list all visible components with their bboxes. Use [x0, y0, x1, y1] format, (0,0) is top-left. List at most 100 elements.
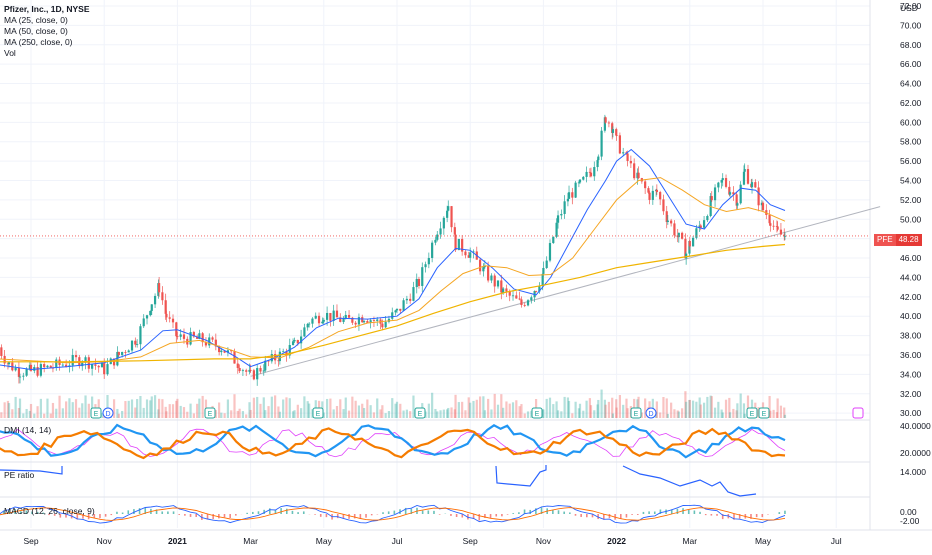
volume-bar — [88, 404, 90, 418]
price-tick-label: 54.00 — [900, 175, 922, 185]
candle-body — [128, 350, 130, 352]
candle-body — [568, 192, 570, 199]
macd-histogram-bar — [643, 512, 645, 514]
volume-bar — [358, 405, 360, 418]
candle-body — [297, 340, 299, 343]
price-axis[interactable]: 30.0032.0034.0036.0038.0040.0042.0044.00… — [900, 1, 922, 418]
volume-bar — [505, 401, 507, 418]
candle-body — [630, 161, 632, 163]
earnings-marker[interactable]: E — [747, 408, 757, 418]
price-tick-label: 68.00 — [900, 40, 922, 50]
volume-bar — [608, 402, 610, 418]
earnings-marker[interactable]: E — [91, 408, 101, 418]
marker-letter: D — [648, 411, 653, 418]
earnings-marker[interactable]: E — [759, 408, 769, 418]
earnings-marker[interactable]: E — [415, 408, 425, 418]
pe-label[interactable]: PE ratio — [4, 470, 34, 480]
volume-bar — [193, 413, 195, 418]
candle-body — [220, 351, 222, 352]
candle-body — [780, 230, 782, 235]
earnings-marker[interactable]: E — [631, 408, 641, 418]
volume-bar — [431, 393, 433, 418]
time-tick-label: Jul — [831, 536, 842, 546]
volume-bar — [692, 401, 694, 418]
volume-bar — [512, 402, 514, 418]
macd-histogram-bar — [382, 512, 384, 514]
volume-bar — [399, 404, 401, 418]
earnings-marker[interactable]: E — [532, 408, 542, 418]
macd-histogram-bar — [122, 513, 124, 514]
candle-body — [644, 181, 646, 188]
earnings-marker[interactable]: E — [313, 408, 323, 418]
candle-body — [652, 191, 654, 200]
volume-bar — [396, 402, 398, 418]
marker-letter: E — [535, 411, 540, 418]
volume-legend[interactable]: Vol — [4, 48, 16, 59]
volume-bar — [502, 408, 504, 418]
pe-line-mid — [496, 465, 546, 486]
candles — [0, 115, 786, 386]
volume-bar — [289, 398, 291, 418]
macd-histogram-bar — [507, 514, 509, 515]
ma250-legend[interactable]: MA (250, close, 0) — [4, 37, 73, 48]
volume-bar — [169, 404, 171, 418]
candle-body — [446, 211, 448, 218]
dividend-marker[interactable]: D — [103, 408, 113, 418]
volume-bar — [84, 395, 86, 418]
dmi-label[interactable]: DMI (14, 14) — [4, 425, 51, 435]
candle-body — [282, 351, 284, 352]
macd-pane[interactable]: 0.00-2.00 — [0, 505, 920, 526]
candle-body — [751, 182, 753, 187]
volume-bar — [186, 412, 188, 418]
macd-histogram-bar — [654, 512, 656, 514]
volume-bar — [725, 400, 727, 418]
ma25-legend[interactable]: MA (25, close, 0) — [4, 15, 68, 26]
volume-bar — [139, 396, 141, 418]
last-price-tag: PFE 48.28 — [874, 234, 922, 246]
candle-body — [579, 180, 581, 183]
macd-histogram-bar — [337, 514, 339, 518]
macd-tick-label: -2.00 — [900, 516, 920, 526]
volume-bar — [568, 401, 570, 418]
volume-bar — [490, 409, 492, 418]
macd-histogram-bar — [224, 514, 226, 517]
macd-label[interactable]: MACD (12, 26, close, 9) — [4, 506, 95, 516]
ma50-legend[interactable]: MA (50, close, 0) — [4, 26, 68, 37]
volume-bar — [388, 411, 390, 418]
volume-bar — [245, 414, 247, 418]
candle-body — [253, 370, 255, 379]
volume-bar — [575, 402, 577, 418]
volume-bar — [381, 405, 383, 418]
candle-body — [233, 351, 235, 363]
volume-bar — [26, 409, 28, 418]
candle-body — [421, 267, 423, 286]
price-tick-label: 42.00 — [900, 292, 922, 302]
candle-body — [363, 321, 365, 322]
macd-histogram-bar — [269, 508, 271, 514]
candle-body — [279, 352, 281, 361]
symbol-title[interactable]: Pfizer, Inc., 1D, NYSE — [4, 4, 90, 15]
volume-bar — [176, 399, 178, 418]
dividend-marker[interactable]: D — [646, 408, 656, 418]
price-tag-value: 48.28 — [896, 234, 922, 246]
macd-histogram-bar — [314, 514, 316, 515]
volume-bar — [711, 396, 713, 418]
volume-bar — [626, 408, 628, 418]
earnings-marker[interactable]: E — [205, 408, 215, 418]
pe-pane[interactable]: 14.000 — [0, 465, 926, 496]
macd-histogram-bar — [648, 511, 650, 514]
volume-bar — [706, 397, 708, 418]
macd-histogram-bar — [326, 514, 328, 517]
trendline-layer[interactable] — [251, 207, 881, 377]
candle-body — [239, 368, 241, 371]
volume-bar — [722, 412, 724, 418]
candle-body — [381, 324, 383, 328]
candle-body — [40, 364, 42, 376]
price-tick-label: 52.00 — [900, 195, 922, 205]
candle-body — [494, 276, 496, 287]
candle-body — [656, 190, 658, 192]
